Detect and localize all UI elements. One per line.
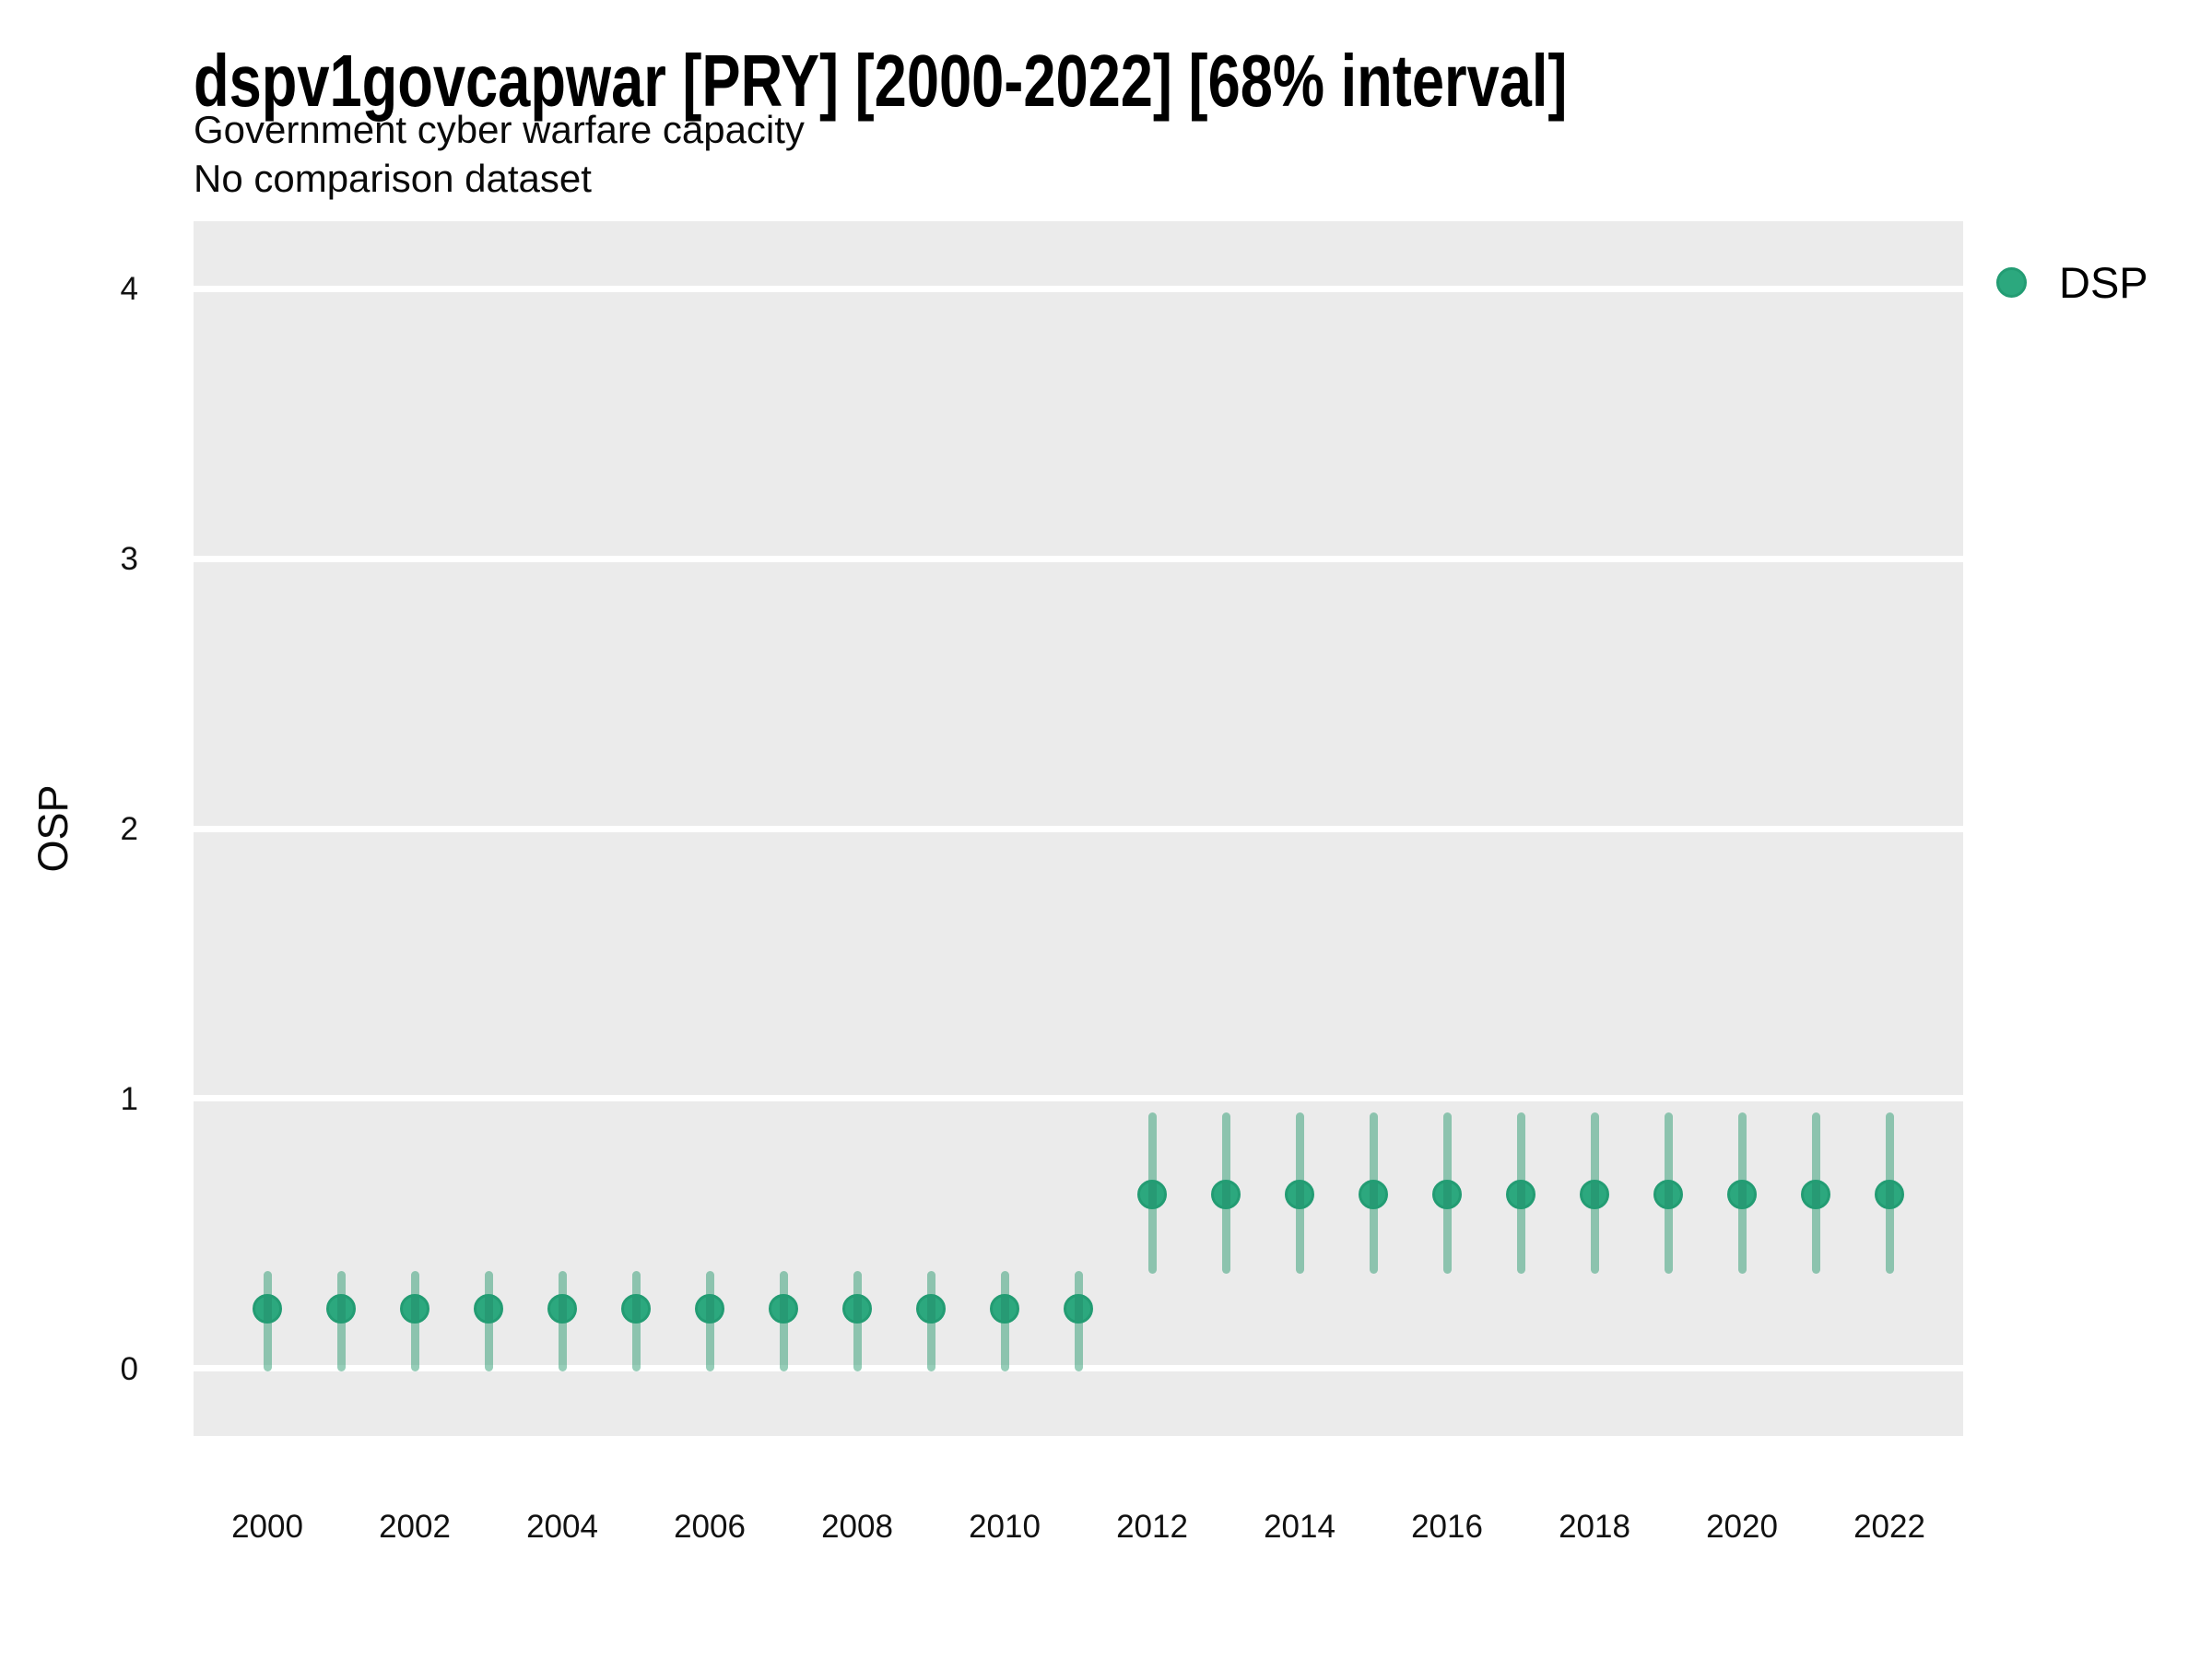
x-tick-label-2016: 2016 bbox=[1411, 1509, 1483, 1545]
point-estimate bbox=[1727, 1179, 1757, 1209]
chart-title: dspv1govcapwar [PRY] [2000-2022] [68% in… bbox=[194, 40, 1568, 122]
gridline-y-3 bbox=[194, 555, 1963, 562]
point-estimate bbox=[621, 1294, 651, 1324]
point-estimate bbox=[990, 1294, 1019, 1324]
x-tick-label-2012: 2012 bbox=[1116, 1509, 1188, 1545]
x-tick-label-2000: 2000 bbox=[231, 1509, 303, 1545]
point-estimate bbox=[1359, 1179, 1388, 1209]
x-tick-label-2004: 2004 bbox=[526, 1509, 598, 1545]
y-tick-label-3: 3 bbox=[120, 541, 138, 578]
point-estimate bbox=[547, 1294, 577, 1324]
point-estimate bbox=[1211, 1179, 1241, 1209]
point-estimate bbox=[695, 1294, 724, 1324]
gridline-y-4 bbox=[194, 285, 1963, 292]
chart-subtitle: Government cyber warfare capacity bbox=[194, 108, 805, 151]
point-estimate bbox=[916, 1294, 946, 1324]
gridline-y-2 bbox=[194, 825, 1963, 832]
point-estimate bbox=[1137, 1179, 1167, 1209]
x-tick-label-2020: 2020 bbox=[1706, 1509, 1778, 1545]
y-tick-label-1: 1 bbox=[120, 1080, 138, 1117]
legend: DSP bbox=[1996, 261, 2148, 304]
y-tick-label-2: 2 bbox=[120, 811, 138, 847]
point-estimate bbox=[1653, 1179, 1683, 1209]
x-tick-label-2022: 2022 bbox=[1853, 1509, 1925, 1545]
point-estimate bbox=[1432, 1179, 1462, 1209]
point-estimate bbox=[253, 1294, 282, 1324]
gridline-y-1 bbox=[194, 1095, 1963, 1102]
chart-note: No comparison dataset bbox=[194, 157, 592, 200]
point-estimate bbox=[1801, 1179, 1830, 1209]
y-tick-label-0: 0 bbox=[120, 1350, 138, 1387]
x-tick-label-2014: 2014 bbox=[1264, 1509, 1335, 1545]
point-estimate bbox=[1285, 1179, 1314, 1209]
point-estimate bbox=[842, 1294, 872, 1324]
point-estimate bbox=[400, 1294, 429, 1324]
point-estimate bbox=[474, 1294, 503, 1324]
plot-panel bbox=[194, 221, 1963, 1436]
legend-key-dot bbox=[1996, 267, 2027, 298]
point-estimate bbox=[1064, 1294, 1093, 1324]
x-tick-label-2018: 2018 bbox=[1559, 1509, 1630, 1545]
point-estimate bbox=[326, 1294, 356, 1324]
x-tick-label-2006: 2006 bbox=[674, 1509, 746, 1545]
point-estimate bbox=[1580, 1179, 1609, 1209]
point-estimate bbox=[1506, 1179, 1535, 1209]
x-tick-label-2002: 2002 bbox=[379, 1509, 451, 1545]
point-estimate bbox=[769, 1294, 798, 1324]
legend-label: DSP bbox=[2059, 258, 2148, 307]
point-estimate bbox=[1875, 1179, 1904, 1209]
y-tick-label-4: 4 bbox=[120, 271, 138, 308]
x-tick-label-2008: 2008 bbox=[821, 1509, 893, 1545]
x-tick-label-2010: 2010 bbox=[969, 1509, 1041, 1545]
